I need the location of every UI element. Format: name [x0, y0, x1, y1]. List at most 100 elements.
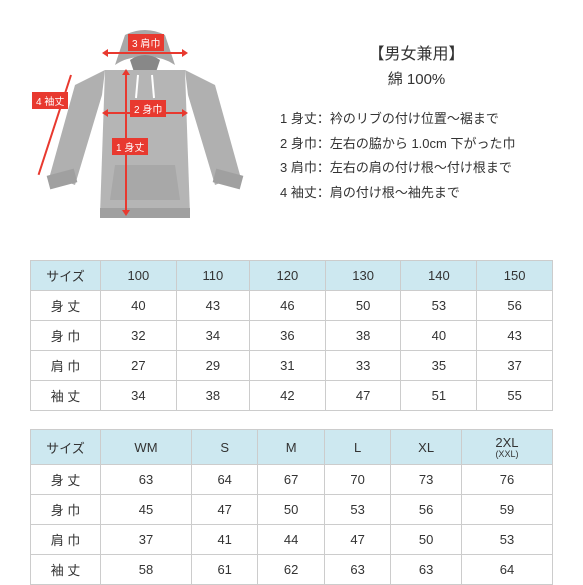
- table-cell: 42: [250, 381, 326, 411]
- hoodie-diagram: 3 肩巾 2 身巾 1 身丈 4 袖丈: [30, 20, 260, 240]
- table-cell: 31: [250, 351, 326, 381]
- table-header-row: サイズ WM S M L XL 2XL (XXL): [31, 430, 553, 465]
- table-cell: 58: [101, 555, 192, 585]
- table-cell: 67: [258, 465, 324, 495]
- table-cell: 63: [101, 465, 192, 495]
- width-label: 2 身巾: [130, 100, 166, 117]
- table-row: 身 丈404346505356: [31, 291, 553, 321]
- table-cell: 50: [258, 495, 324, 525]
- table-row: 身 丈636467707376: [31, 465, 553, 495]
- size-col: 110: [176, 261, 249, 291]
- size-col: L: [324, 430, 390, 465]
- xxl-sub: (XXL): [466, 450, 548, 459]
- top-section: 3 肩巾 2 身巾 1 身丈 4 袖丈 【男女兼用】 綿 100% 1 身丈：衿…: [30, 20, 553, 240]
- table-cell: 61: [191, 555, 257, 585]
- table-cell: 38: [325, 321, 401, 351]
- measurement-item: 2 身巾：左右の脇から 1.0cm 下がった巾: [280, 132, 553, 157]
- table-cell: 73: [391, 465, 462, 495]
- length-label: 1 身丈: [112, 138, 148, 155]
- size-col: 150: [477, 261, 553, 291]
- row-label: 袖 丈: [31, 555, 101, 585]
- row-label: 袖 丈: [31, 381, 101, 411]
- table-cell: 29: [176, 351, 249, 381]
- size-col: 140: [401, 261, 477, 291]
- size-header: サイズ: [31, 261, 101, 291]
- table-cell: 59: [461, 495, 552, 525]
- table-cell: 53: [324, 495, 390, 525]
- size-col: XL: [391, 430, 462, 465]
- table-cell: 51: [401, 381, 477, 411]
- table-cell: 27: [101, 351, 177, 381]
- table-row: 肩 巾374144475053: [31, 525, 553, 555]
- shoulder-label: 3 肩巾: [128, 34, 164, 51]
- table-cell: 34: [176, 321, 249, 351]
- row-label: 身 巾: [31, 495, 101, 525]
- table-row: 肩 巾272931333537: [31, 351, 553, 381]
- adult-size-table: サイズ WM S M L XL 2XL (XXL) 身 丈63646770737…: [30, 429, 553, 585]
- size-col: 100: [101, 261, 177, 291]
- table-cell: 56: [391, 495, 462, 525]
- info-section: 【男女兼用】 綿 100% 1 身丈：衿のリブの付け位置～裾まで 2 身巾：左右…: [280, 20, 553, 240]
- table-cell: 44: [258, 525, 324, 555]
- table-cell: 55: [477, 381, 553, 411]
- table-cell: 47: [325, 381, 401, 411]
- table-cell: 62: [258, 555, 324, 585]
- header-title: 【男女兼用】: [280, 40, 553, 64]
- table-cell: 35: [401, 351, 477, 381]
- row-label: 身 巾: [31, 321, 101, 351]
- row-label: 肩 巾: [31, 351, 101, 381]
- size-col: 120: [250, 261, 326, 291]
- table-cell: 46: [250, 291, 326, 321]
- measurement-item: 1 身丈：衿のリブの付け位置～裾まで: [280, 107, 553, 132]
- table-cell: 45: [101, 495, 192, 525]
- size-col: 130: [325, 261, 401, 291]
- table-cell: 63: [391, 555, 462, 585]
- table-cell: 41: [191, 525, 257, 555]
- xxl-main: 2XL: [495, 435, 518, 450]
- table-cell: 64: [191, 465, 257, 495]
- table-cell: 37: [477, 351, 553, 381]
- measurement-list: 1 身丈：衿のリブの付け位置～裾まで 2 身巾：左右の脇から 1.0cm 下がっ…: [280, 107, 553, 206]
- size-col-xxl: 2XL (XXL): [461, 430, 552, 465]
- row-label: 肩 巾: [31, 525, 101, 555]
- table-cell: 36: [250, 321, 326, 351]
- table-cell: 43: [176, 291, 249, 321]
- table-cell: 50: [391, 525, 462, 555]
- table-cell: 53: [401, 291, 477, 321]
- table-cell: 47: [324, 525, 390, 555]
- table-row: 袖 丈586162636364: [31, 555, 553, 585]
- table-header-row: サイズ 100 110 120 130 140 150: [31, 261, 553, 291]
- measurement-item: 4 袖丈：肩の付け根～袖先まで: [280, 181, 553, 206]
- table-cell: 43: [477, 321, 553, 351]
- table-cell: 47: [191, 495, 257, 525]
- table-cell: 34: [101, 381, 177, 411]
- table-cell: 40: [101, 291, 177, 321]
- table-cell: 53: [461, 525, 552, 555]
- row-label: 身 丈: [31, 291, 101, 321]
- table-row: 身 巾454750535659: [31, 495, 553, 525]
- size-col: WM: [101, 430, 192, 465]
- size-col: S: [191, 430, 257, 465]
- material-text: 綿 100%: [280, 68, 553, 89]
- table-cell: 76: [461, 465, 552, 495]
- table-cell: 56: [477, 291, 553, 321]
- table-cell: 38: [176, 381, 249, 411]
- shoulder-line: [108, 52, 182, 54]
- table-cell: 64: [461, 555, 552, 585]
- row-label: 身 丈: [31, 465, 101, 495]
- tables-section: サイズ 100 110 120 130 140 150 身 丈404346505…: [30, 260, 553, 585]
- table-row: 身 巾323436384043: [31, 321, 553, 351]
- table-cell: 37: [101, 525, 192, 555]
- table-row: 袖 丈343842475155: [31, 381, 553, 411]
- table-cell: 32: [101, 321, 177, 351]
- size-col: M: [258, 430, 324, 465]
- measurement-item: 3 肩巾：左右の肩の付け根～付け根まで: [280, 156, 553, 181]
- size-header: サイズ: [31, 430, 101, 465]
- table-cell: 40: [401, 321, 477, 351]
- table-cell: 50: [325, 291, 401, 321]
- sleeve-label: 4 袖丈: [32, 92, 68, 109]
- table-cell: 33: [325, 351, 401, 381]
- table-cell: 70: [324, 465, 390, 495]
- table-cell: 63: [324, 555, 390, 585]
- kids-size-table: サイズ 100 110 120 130 140 150 身 丈404346505…: [30, 260, 553, 411]
